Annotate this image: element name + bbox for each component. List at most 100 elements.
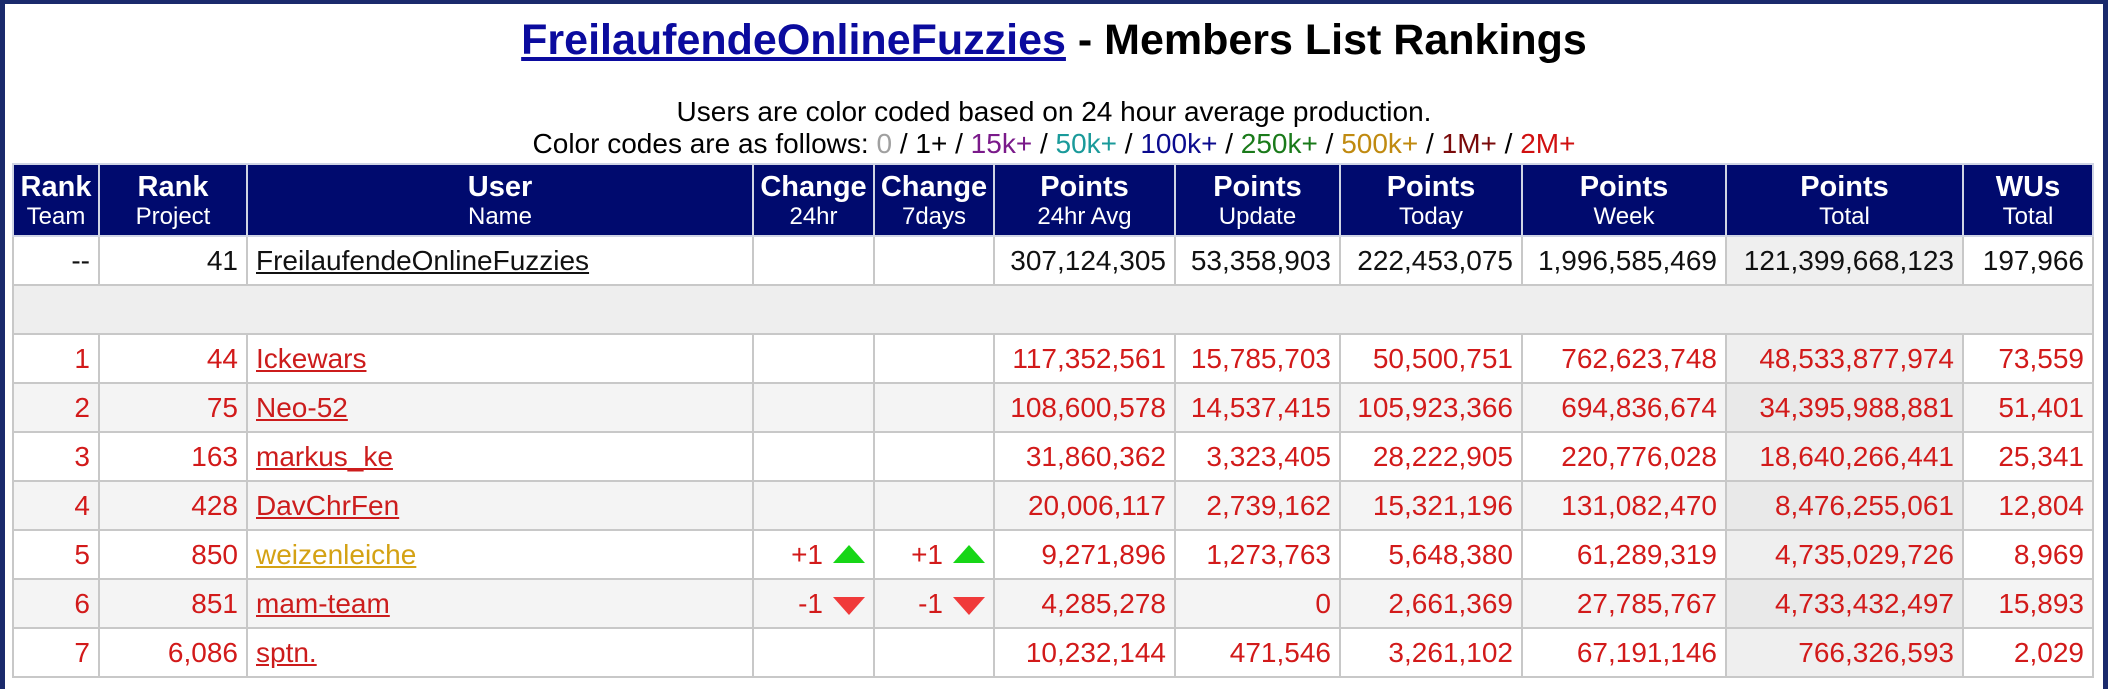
week-cell: 61,289,319 (1521, 529, 1727, 580)
change-24hr-cell: +1 (752, 529, 875, 580)
change-24hr-cell (752, 235, 875, 286)
user-link[interactable]: mam-team (256, 587, 390, 619)
color-code-item: 0 (876, 128, 893, 159)
column-header-bottom: 24hr Avg (1037, 203, 1132, 230)
week-cell: 1,996,585,469 (1521, 235, 1727, 286)
avg-24hr-cell: 117,352,561 (993, 333, 1176, 384)
member-row: 5 850 weizenleiche +1 +1 9,271,896 1,273,763 5,… (12, 529, 2094, 580)
column-header-change-24hr[interactable]: Change 24hr (752, 163, 875, 237)
column-header-points-24hr-avg[interactable]: Points 24hr Avg (993, 163, 1176, 237)
change-24hr-cell (752, 382, 875, 433)
color-codes-legend: Color codes are as follows: 0 / 1+ / 15k… (0, 126, 2108, 162)
column-header-user-name[interactable]: User Name (246, 163, 754, 237)
today-cell: 50,500,751 (1339, 333, 1523, 384)
avg-24hr-cell: 4,285,278 (993, 578, 1176, 629)
wus-cell: 12,804 (1962, 480, 2094, 531)
color-code-separator: / (892, 128, 916, 159)
column-header-wus-total[interactable]: WUs Total (1962, 163, 2094, 237)
total-cell: 4,733,432,497 (1725, 578, 1964, 629)
total-cell: 18,640,266,441 (1725, 431, 1964, 482)
user-link[interactable]: weizenleiche (256, 538, 417, 570)
change-7days-cell (873, 333, 995, 384)
color-code-item: 15k+ (970, 128, 1033, 159)
avg-24hr-cell: 10,232,144 (993, 627, 1176, 678)
user-link[interactable]: Neo-52 (256, 391, 348, 423)
user-link[interactable]: markus_ke (256, 440, 393, 472)
update-cell: 1,273,763 (1174, 529, 1341, 580)
user-name-cell: FreilaufendeOnlineFuzzies (246, 235, 754, 286)
user-link[interactable]: Ickewars (256, 342, 367, 374)
avg-24hr-cell: 20,006,117 (993, 480, 1176, 531)
column-header-bottom: 24hr (789, 203, 838, 230)
column-header-bottom: 7days (901, 203, 967, 230)
change-24hr-cell (752, 627, 875, 678)
change-7days-cell (873, 431, 995, 482)
user-link[interactable]: sptn. (256, 636, 317, 668)
team-summary-row: -- 41 FreilaufendeOnlineFuzzies 307,124,305… (12, 235, 2094, 286)
color-code-separator: / (1117, 128, 1141, 159)
change-7days-cell: +1 (873, 529, 995, 580)
column-header-bottom: Update (1218, 203, 1297, 230)
page-title: FreilaufendeOnlineFuzzies - Members List… (0, 12, 2108, 68)
column-header-top: Points (1386, 171, 1476, 203)
avg-24hr-cell: 31,860,362 (993, 431, 1176, 482)
rank-team-cell: 1 (12, 333, 100, 384)
user-name-cell: Neo-52 (246, 382, 754, 433)
column-header-points-update[interactable]: Points Update (1174, 163, 1341, 237)
user-name-cell: sptn. (246, 627, 754, 678)
rank-team-cell: 3 (12, 431, 100, 482)
color-code-separator: / (1418, 128, 1442, 159)
today-cell: 222,453,075 (1339, 235, 1523, 286)
rank-team-cell: 6 (12, 578, 100, 629)
column-header-points-today[interactable]: Points Today (1339, 163, 1523, 237)
wus-cell: 197,966 (1962, 235, 2094, 286)
color-codes-list: 0 / 1+ / 15k+ / 50k+ / 100k+ / 250k+ / 5… (876, 128, 1575, 159)
rank-team-cell: 7 (12, 627, 100, 678)
column-header-points-week[interactable]: Points Week (1521, 163, 1727, 237)
rank-down-arrow-icon (833, 597, 865, 616)
update-cell: 0 (1174, 578, 1341, 629)
column-header-top: Points (1040, 171, 1129, 203)
color-code-separator: / (1032, 128, 1056, 159)
week-cell: 694,836,674 (1521, 382, 1727, 433)
change-7days-cell: -1 (873, 578, 995, 629)
rank-up-arrow-icon (833, 545, 865, 564)
color-code-separator: / (947, 128, 971, 159)
total-cell: 4,735,029,726 (1725, 529, 1964, 580)
team-title-link[interactable]: FreilaufendeOnlineFuzzies (521, 16, 1066, 64)
change-24hr-cell: -1 (752, 578, 875, 629)
window-frame-right (2103, 0, 2108, 689)
rank-team-cell: -- (12, 235, 100, 286)
color-code-item: 50k+ (1055, 128, 1118, 159)
rank-up-arrow-icon (953, 545, 985, 564)
column-header-top: Points (1579, 171, 1669, 203)
member-row: 2 75 Neo-52 108,600,578 14,537,415 105,923,36… (12, 382, 2094, 433)
color-code-item: 1M+ (1441, 128, 1497, 159)
week-cell: 762,623,748 (1521, 333, 1727, 384)
column-header-top: Points (1800, 171, 1889, 203)
column-header-rank-team[interactable]: Rank Team (12, 163, 100, 237)
window-frame-top (0, 0, 2108, 4)
user-name-cell: DavChrFen (246, 480, 754, 531)
members-rankings-table: Rank Team Rank Project User Name Change 24hr Cha… (12, 163, 2094, 678)
user-link[interactable]: FreilaufendeOnlineFuzzies (256, 244, 590, 276)
color-code-item: 1+ (915, 128, 948, 159)
rank-project-cell: 41 (98, 235, 248, 286)
rank-change-value: -1 (798, 587, 823, 619)
rank-change-value: +1 (791, 538, 823, 570)
column-header-points-total[interactable]: Points Total (1725, 163, 1964, 237)
column-header-top: Points (1213, 171, 1302, 203)
user-link[interactable]: DavChrFen (256, 489, 400, 521)
member-row: 3 163 markus_ke 31,860,362 3,323,405 28,222,9… (12, 431, 2094, 482)
page-title-suffix: - Members List Rankings (1065, 16, 1587, 64)
spacer-row (12, 284, 2094, 335)
rank-project-cell: 428 (98, 480, 248, 531)
column-header-bottom: Project (135, 203, 211, 230)
wus-cell: 2,029 (1962, 627, 2094, 678)
rank-project-cell: 851 (98, 578, 248, 629)
column-header-rank-project[interactable]: Rank Project (98, 163, 248, 237)
column-header-change-7days[interactable]: Change 7days (873, 163, 995, 237)
wus-cell: 51,401 (1962, 382, 2094, 433)
week-cell: 67,191,146 (1521, 627, 1727, 678)
column-header-bottom: Total (2002, 203, 2054, 230)
